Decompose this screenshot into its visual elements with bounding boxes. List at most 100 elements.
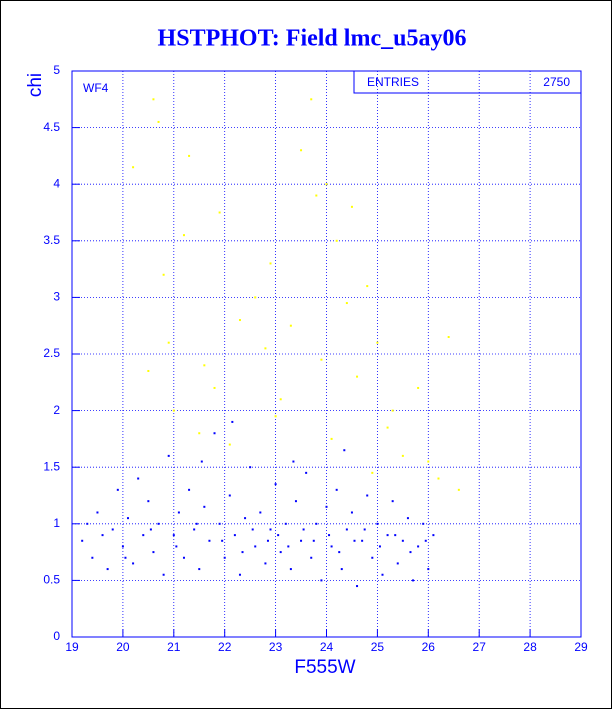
point xyxy=(182,234,185,237)
point xyxy=(233,534,236,537)
point xyxy=(356,375,359,378)
point xyxy=(294,500,297,503)
point xyxy=(305,471,308,474)
point xyxy=(353,539,356,542)
point xyxy=(274,415,277,418)
point xyxy=(152,551,155,554)
point xyxy=(218,522,221,525)
point xyxy=(106,568,109,571)
point xyxy=(310,98,313,101)
point xyxy=(338,551,341,554)
y-tick-label: 2 xyxy=(53,403,60,417)
point xyxy=(391,500,394,503)
point xyxy=(376,522,379,525)
point xyxy=(167,454,170,457)
point xyxy=(361,539,364,542)
point xyxy=(312,539,315,542)
point xyxy=(350,511,353,514)
point xyxy=(162,573,165,576)
point xyxy=(284,522,287,525)
point xyxy=(266,539,269,542)
x-tick-label: 19 xyxy=(65,640,79,654)
point xyxy=(345,528,348,531)
point xyxy=(330,437,333,440)
x-tick-label: 26 xyxy=(422,640,436,654)
y-tick-label: 1.5 xyxy=(43,459,60,473)
x-tick-label: 21 xyxy=(167,640,181,654)
point xyxy=(218,211,221,214)
point xyxy=(292,460,295,463)
point xyxy=(244,517,247,520)
point xyxy=(315,194,318,197)
point xyxy=(457,488,460,491)
point xyxy=(274,483,277,486)
point xyxy=(86,522,89,525)
y-tick-label: 1 xyxy=(53,516,60,530)
point xyxy=(406,517,409,520)
point xyxy=(203,364,206,367)
point xyxy=(221,539,224,542)
point xyxy=(376,341,379,344)
point xyxy=(149,528,152,531)
point xyxy=(401,539,404,542)
point xyxy=(249,466,252,469)
point xyxy=(371,471,374,474)
point xyxy=(264,347,267,350)
point xyxy=(289,568,292,571)
y-tick-label: 0.5 xyxy=(43,573,60,587)
panel-label: WF4 xyxy=(83,81,109,95)
y-tick-label: 3 xyxy=(53,290,60,304)
point xyxy=(172,534,175,537)
point xyxy=(254,545,257,548)
point xyxy=(147,369,150,372)
point xyxy=(238,319,241,322)
point xyxy=(427,568,430,571)
point xyxy=(371,556,374,559)
point xyxy=(391,409,394,412)
point xyxy=(162,273,165,276)
x-tick-label: 27 xyxy=(473,640,487,654)
point xyxy=(132,166,135,169)
point xyxy=(302,528,305,531)
point xyxy=(300,539,303,542)
point xyxy=(350,205,353,208)
x-tick-label: 29 xyxy=(574,640,588,654)
point xyxy=(427,460,430,463)
point xyxy=(424,539,427,542)
point xyxy=(269,262,272,265)
y-tick-label: 2.5 xyxy=(43,346,60,360)
point xyxy=(101,534,104,537)
y-axis-label: chi xyxy=(25,73,46,97)
point xyxy=(177,511,180,514)
point xyxy=(394,534,397,537)
point xyxy=(401,454,404,457)
point xyxy=(287,545,290,548)
point xyxy=(193,528,196,531)
point xyxy=(269,528,272,531)
point xyxy=(320,358,323,361)
point xyxy=(198,432,201,435)
point xyxy=(157,522,160,525)
point xyxy=(412,579,415,582)
point xyxy=(315,522,318,525)
point xyxy=(81,539,84,542)
point xyxy=(320,579,323,582)
point xyxy=(279,551,282,554)
point xyxy=(200,460,203,463)
point xyxy=(409,551,412,554)
point xyxy=(251,528,254,531)
point xyxy=(366,494,369,497)
point xyxy=(432,534,435,537)
point xyxy=(91,556,94,559)
point xyxy=(175,545,178,548)
point xyxy=(96,511,99,514)
y-tick-label: 5 xyxy=(53,63,60,77)
point xyxy=(111,528,114,531)
point xyxy=(396,562,399,565)
point xyxy=(289,324,292,327)
point xyxy=(340,568,343,571)
point xyxy=(325,183,328,186)
x-tick-label: 28 xyxy=(523,640,537,654)
